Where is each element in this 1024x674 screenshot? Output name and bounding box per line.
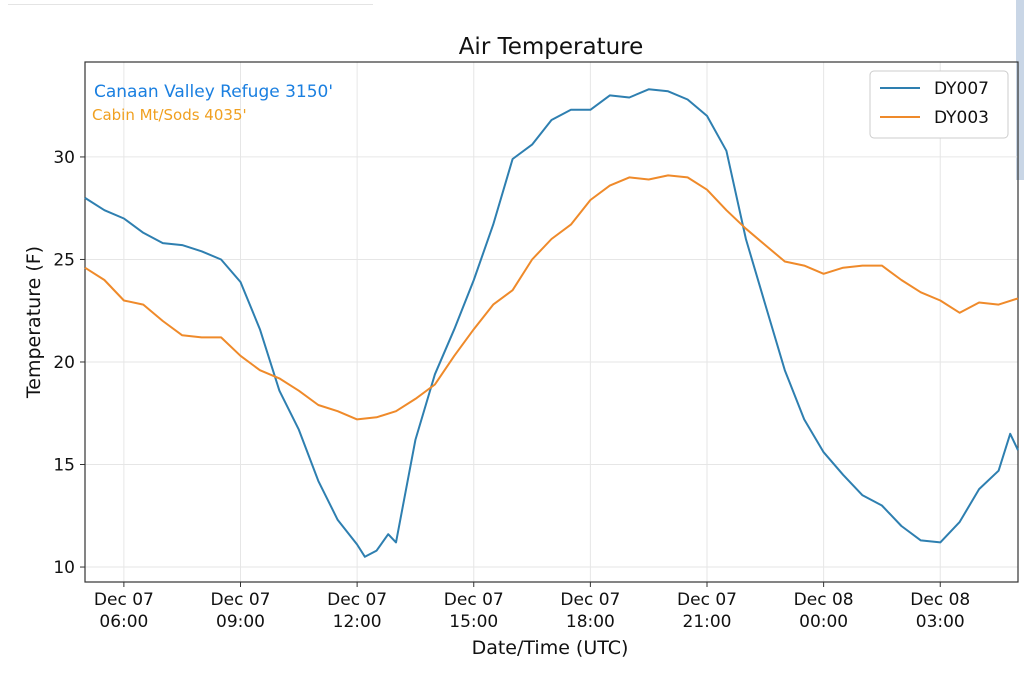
x-axis-label: Date/Time (UTC) (472, 637, 629, 659)
y-tick-label: 15 (53, 456, 75, 476)
x-tick-label-date: Dec 07 (677, 590, 737, 610)
x-tick-label-date: Dec 07 (327, 590, 387, 610)
legend-label-dy007: DY007 (934, 79, 989, 99)
x-tick-label-time: 12:00 (333, 612, 382, 632)
x-tick-label-time: 00:00 (799, 612, 848, 632)
y-tick-label: 20 (53, 353, 75, 373)
series-line-dy007 (84, 88, 1019, 558)
y-tick-label: 30 (53, 148, 75, 168)
x-tick-label-time: 03:00 (916, 612, 965, 632)
legend: DY007 DY003 (869, 70, 1009, 139)
legend-label-dy003: DY003 (934, 108, 989, 128)
y-axis-label: Temperature (F) (23, 246, 45, 399)
annotation-canaan-valley: Canaan Valley Refuge 3150' (94, 82, 333, 102)
x-tick-label-date: Dec 07 (444, 590, 504, 610)
x-tick-label-time: 06:00 (99, 612, 148, 632)
x-tick-label-time: 09:00 (216, 612, 265, 632)
series-lines (84, 88, 1019, 558)
x-tick-label-date: Dec 08 (794, 590, 854, 610)
top-divider (8, 4, 373, 5)
x-tick-label-time: 21:00 (683, 612, 732, 632)
y-tick-label: 10 (53, 558, 75, 578)
x-tick-label-date: Dec 07 (211, 590, 271, 610)
chart-title: Air Temperature (459, 34, 644, 60)
y-tick-label: 25 (53, 250, 75, 270)
x-tick-label-date: Dec 07 (94, 590, 154, 610)
x-tick-label-date: Dec 07 (560, 590, 620, 610)
annotation-cabin-mt: Cabin Mt/Sods 4035' (92, 106, 247, 124)
x-tick-label-date: Dec 08 (910, 590, 970, 610)
plot-frame (84, 61, 1019, 583)
x-tick-label-time: 18:00 (566, 612, 615, 632)
window-edge (1016, 0, 1024, 180)
x-tick-label-time: 15:00 (449, 612, 498, 632)
grid (85, 62, 1018, 582)
series-line-dy003 (84, 174, 1019, 421)
